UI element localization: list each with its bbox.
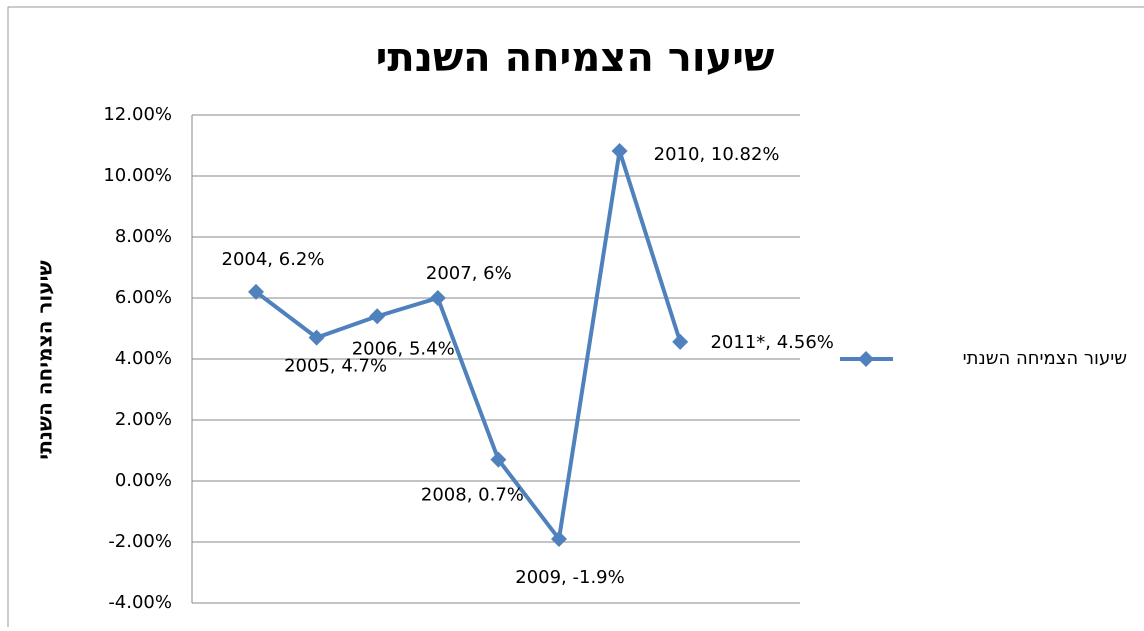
chart-border: [7, 6, 1144, 631]
data-label: 2010, 10.82%: [654, 144, 780, 165]
y-tick-label: 0.00%: [115, 470, 172, 491]
y-axis-label: שיעור הצמיחה השנתי: [33, 260, 57, 459]
marker: [308, 329, 325, 346]
data-label: 2009, -1.9%: [515, 567, 624, 588]
y-tick-label: 2.00%: [115, 409, 172, 430]
y-tick-label: 6.00%: [115, 287, 172, 308]
marker: [490, 451, 507, 468]
data-label: 2006, 5.4%: [352, 338, 455, 359]
y-tick-label: 12.00%: [103, 104, 172, 125]
legend-label: שיעור הצמיחה השנתי: [963, 348, 1127, 369]
marker: [611, 142, 628, 159]
y-tick-label: 8.00%: [115, 226, 172, 247]
data-label: 2011*, 4.56%: [710, 332, 833, 353]
marker: [551, 530, 567, 547]
legend-marker: [858, 351, 874, 367]
marker: [369, 308, 386, 325]
marker: [672, 333, 689, 350]
y-tick-label: -4.00%: [108, 592, 172, 613]
y-tick-label: -2.00%: [108, 531, 172, 552]
marker: [248, 283, 264, 300]
y-tick-label: 4.00%: [115, 348, 172, 369]
line: [254, 150, 683, 544]
data-label: 2008, 0.7%: [421, 485, 524, 506]
y-tick-label: 10.00%: [103, 165, 172, 186]
marker: [429, 290, 446, 306]
data-label: 2007, 6%: [426, 263, 512, 284]
data-label: 2005, 4.7%: [284, 356, 387, 377]
chart-title: שיעור הצמיחה השנתי: [376, 35, 775, 81]
data-label: 2004, 6.2%: [222, 249, 325, 270]
